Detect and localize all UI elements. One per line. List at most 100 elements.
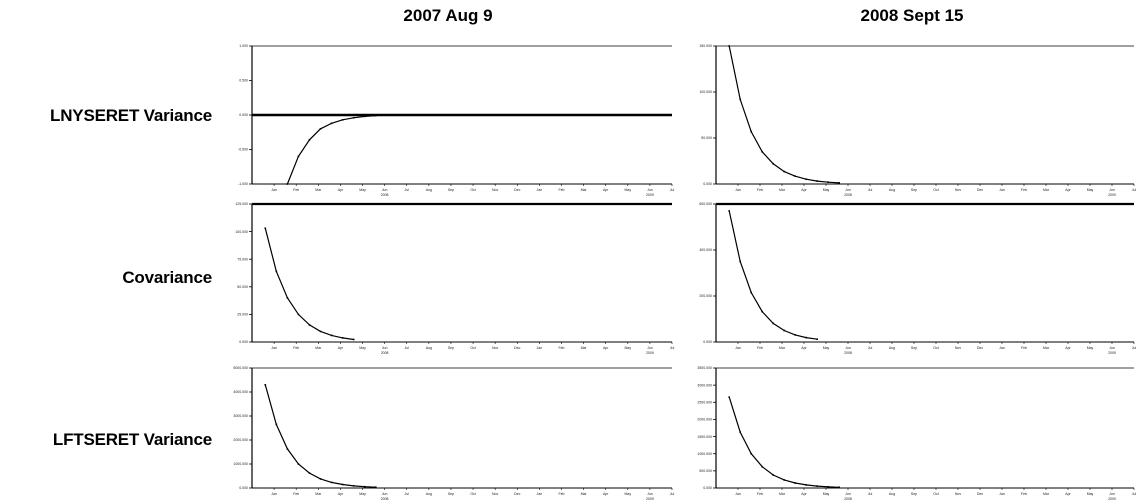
x-tick-label: Feb (558, 492, 564, 496)
x-tick-label: Jun (845, 346, 851, 350)
x-tick-label: Nov (492, 188, 498, 192)
x-tick-label: Aug (426, 492, 432, 496)
x-tick-label: Mar (315, 492, 322, 496)
y-tick-label: 75.000 (237, 257, 248, 261)
column-title-left: 2007 Aug 9 (403, 6, 493, 25)
data-point (827, 181, 829, 183)
x-tick-label: Jan (271, 492, 277, 496)
data-point (363, 485, 366, 488)
x-tick-label: Jun (647, 188, 653, 192)
data-point (805, 336, 807, 339)
data-point (805, 484, 807, 486)
y-tick-label: 50.000 (701, 136, 712, 140)
x-tick-label: May (1087, 492, 1094, 496)
data-point (728, 396, 730, 398)
x-tick-label: Jan (735, 492, 741, 496)
x-tick-label: Dec (514, 188, 520, 192)
data-point (728, 45, 730, 47)
data-point (275, 423, 278, 426)
x-tick-label: Aug (889, 346, 895, 350)
x-tick-label: Aug (426, 346, 432, 350)
x-tick-label: Jul (670, 346, 675, 350)
x-tick-label: May (823, 492, 830, 496)
x-tick-label: Mar (1043, 188, 1050, 192)
chart-panel-row3-right: 0.000 500.000 1000.000 1500.000 2000.000 2500… (697, 366, 1136, 501)
y-tick-label: 100.000 (699, 90, 712, 94)
data-point (319, 128, 322, 130)
data-point (286, 297, 289, 299)
data-point (286, 183, 289, 185)
data-point (805, 178, 807, 181)
y-tick-label: 200.000 (699, 294, 712, 298)
x-tick-label: Oct (933, 346, 938, 350)
x-tick-label: Mar (581, 346, 588, 350)
x-tick-label: Mar (581, 492, 588, 496)
x-tick-label: Jan (537, 188, 543, 192)
x-tick-label: Jan (735, 188, 741, 192)
y-tick-label: -0.500 (238, 148, 248, 152)
x-tick-label: Jun (1109, 492, 1115, 496)
y-tick-label: 1000.000 (697, 452, 712, 456)
x-tick-label: Jan (537, 492, 543, 496)
y-tick-label: 5000.000 (233, 366, 248, 370)
data-point (352, 338, 355, 341)
y-tick-label: 25.000 (237, 313, 248, 317)
x-tick-label: Jul (868, 188, 873, 192)
x-tick-label: Jan (271, 188, 277, 192)
series-line (264, 228, 354, 341)
x-tick-label: Dec (514, 346, 520, 350)
data-point (728, 210, 730, 212)
x-tick-label: May (624, 492, 631, 496)
data-point (772, 322, 774, 325)
y-tick-label: 0.000 (239, 486, 248, 490)
data-point (308, 324, 311, 326)
data-point (794, 482, 796, 484)
y-tick-label: 2000.000 (697, 418, 712, 422)
data-point (308, 472, 311, 474)
data-point (761, 151, 763, 153)
x-tick-label: May (1087, 346, 1094, 350)
data-point (341, 119, 344, 121)
data-point (330, 334, 333, 337)
data-point (363, 115, 366, 118)
x-tick-label: Feb (293, 492, 299, 496)
x-tick-label: Feb (757, 188, 763, 192)
x-tick-label: Jul (670, 492, 675, 496)
series-line (728, 45, 840, 184)
data-point (750, 130, 752, 133)
y-tick-label: 2500.000 (697, 400, 712, 404)
x-tick-label: Aug (889, 188, 895, 192)
year-label: 2009 (1108, 497, 1116, 501)
series-line (728, 396, 840, 488)
data-point (761, 310, 763, 313)
data-point (264, 227, 267, 230)
data-point (374, 486, 377, 488)
chart-panel-row2-right: 0.000 200.000 400.000 600.000 Jan Feb Mar Apr Ma… (699, 202, 1136, 355)
year-label: 2009 (1108, 351, 1116, 355)
y-tick-label: 0.000 (703, 182, 712, 186)
y-tick-label: -1.000 (238, 182, 248, 186)
x-tick-label: Jan (999, 188, 1005, 192)
data-point (275, 270, 278, 273)
x-tick-label: Apr (801, 188, 807, 192)
data-point (816, 485, 818, 487)
x-tick-label: Mar (315, 346, 322, 350)
year-label: 2008 (844, 351, 852, 355)
data-point (816, 338, 818, 341)
data-point (330, 122, 333, 125)
x-tick-label: Sep (448, 492, 454, 496)
data-point (794, 334, 796, 336)
x-tick-label: Apr (1065, 346, 1071, 350)
x-tick-label: Mar (1043, 492, 1050, 496)
year-label: 2009 (1108, 193, 1116, 197)
y-tick-label: 0.500 (239, 79, 248, 83)
x-tick-label: Sep (448, 188, 454, 192)
chart-panel-row1-right: 0.000 50.000 100.000 150.000 Jan Feb Mar Apr May… (699, 44, 1136, 197)
y-tick-label: 0.000 (239, 113, 248, 117)
data-point (794, 175, 796, 177)
data-point (739, 431, 741, 433)
x-tick-label: Oct (470, 492, 475, 496)
data-point (286, 448, 289, 450)
y-tick-label: 400.000 (699, 248, 712, 252)
y-tick-label: 3000.000 (697, 383, 712, 387)
